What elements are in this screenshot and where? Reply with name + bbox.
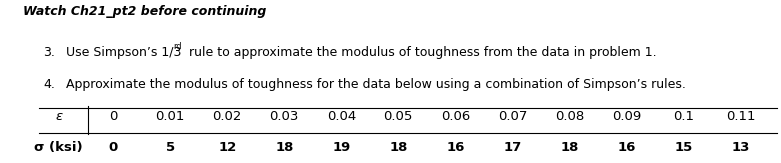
- Text: 19: 19: [332, 141, 351, 154]
- Text: 0.04: 0.04: [326, 110, 356, 123]
- Text: 0: 0: [109, 141, 118, 154]
- Text: rd: rd: [173, 42, 182, 51]
- Text: 12: 12: [218, 141, 237, 154]
- Text: 17: 17: [503, 141, 522, 154]
- Text: σ (ksi): σ (ksi): [34, 141, 83, 154]
- Text: 13: 13: [731, 141, 750, 154]
- Text: 0.07: 0.07: [497, 110, 527, 123]
- Text: 16: 16: [617, 141, 636, 154]
- Text: 15: 15: [674, 141, 693, 154]
- Text: 18: 18: [389, 141, 408, 154]
- Text: 18: 18: [275, 141, 294, 154]
- Text: 5: 5: [166, 141, 175, 154]
- Text: 0.1: 0.1: [673, 110, 694, 123]
- Text: 0.09: 0.09: [612, 110, 641, 123]
- Text: 0.02: 0.02: [212, 110, 242, 123]
- Text: 16: 16: [446, 141, 465, 154]
- Text: 0.06: 0.06: [440, 110, 470, 123]
- Text: Use Simpson’s 1/3: Use Simpson’s 1/3: [66, 46, 182, 59]
- Text: 0.01: 0.01: [155, 110, 185, 123]
- Text: 0.11: 0.11: [726, 110, 755, 123]
- Text: Watch Ch21_pt2 before continuing: Watch Ch21_pt2 before continuing: [23, 5, 267, 18]
- Text: 0.05: 0.05: [383, 110, 413, 123]
- Text: 0.08: 0.08: [555, 110, 584, 123]
- Text: Approximate the modulus of toughness for the data below using a combination of S: Approximate the modulus of toughness for…: [66, 78, 686, 91]
- Text: 18: 18: [560, 141, 579, 154]
- Text: rule to approximate the modulus of toughness from the data in problem 1.: rule to approximate the modulus of tough…: [185, 46, 657, 59]
- Text: 0: 0: [109, 110, 117, 123]
- Text: 4.: 4.: [43, 78, 55, 91]
- Text: ε: ε: [55, 110, 62, 123]
- Text: 0.03: 0.03: [269, 110, 299, 123]
- Text: 3.: 3.: [43, 46, 55, 59]
